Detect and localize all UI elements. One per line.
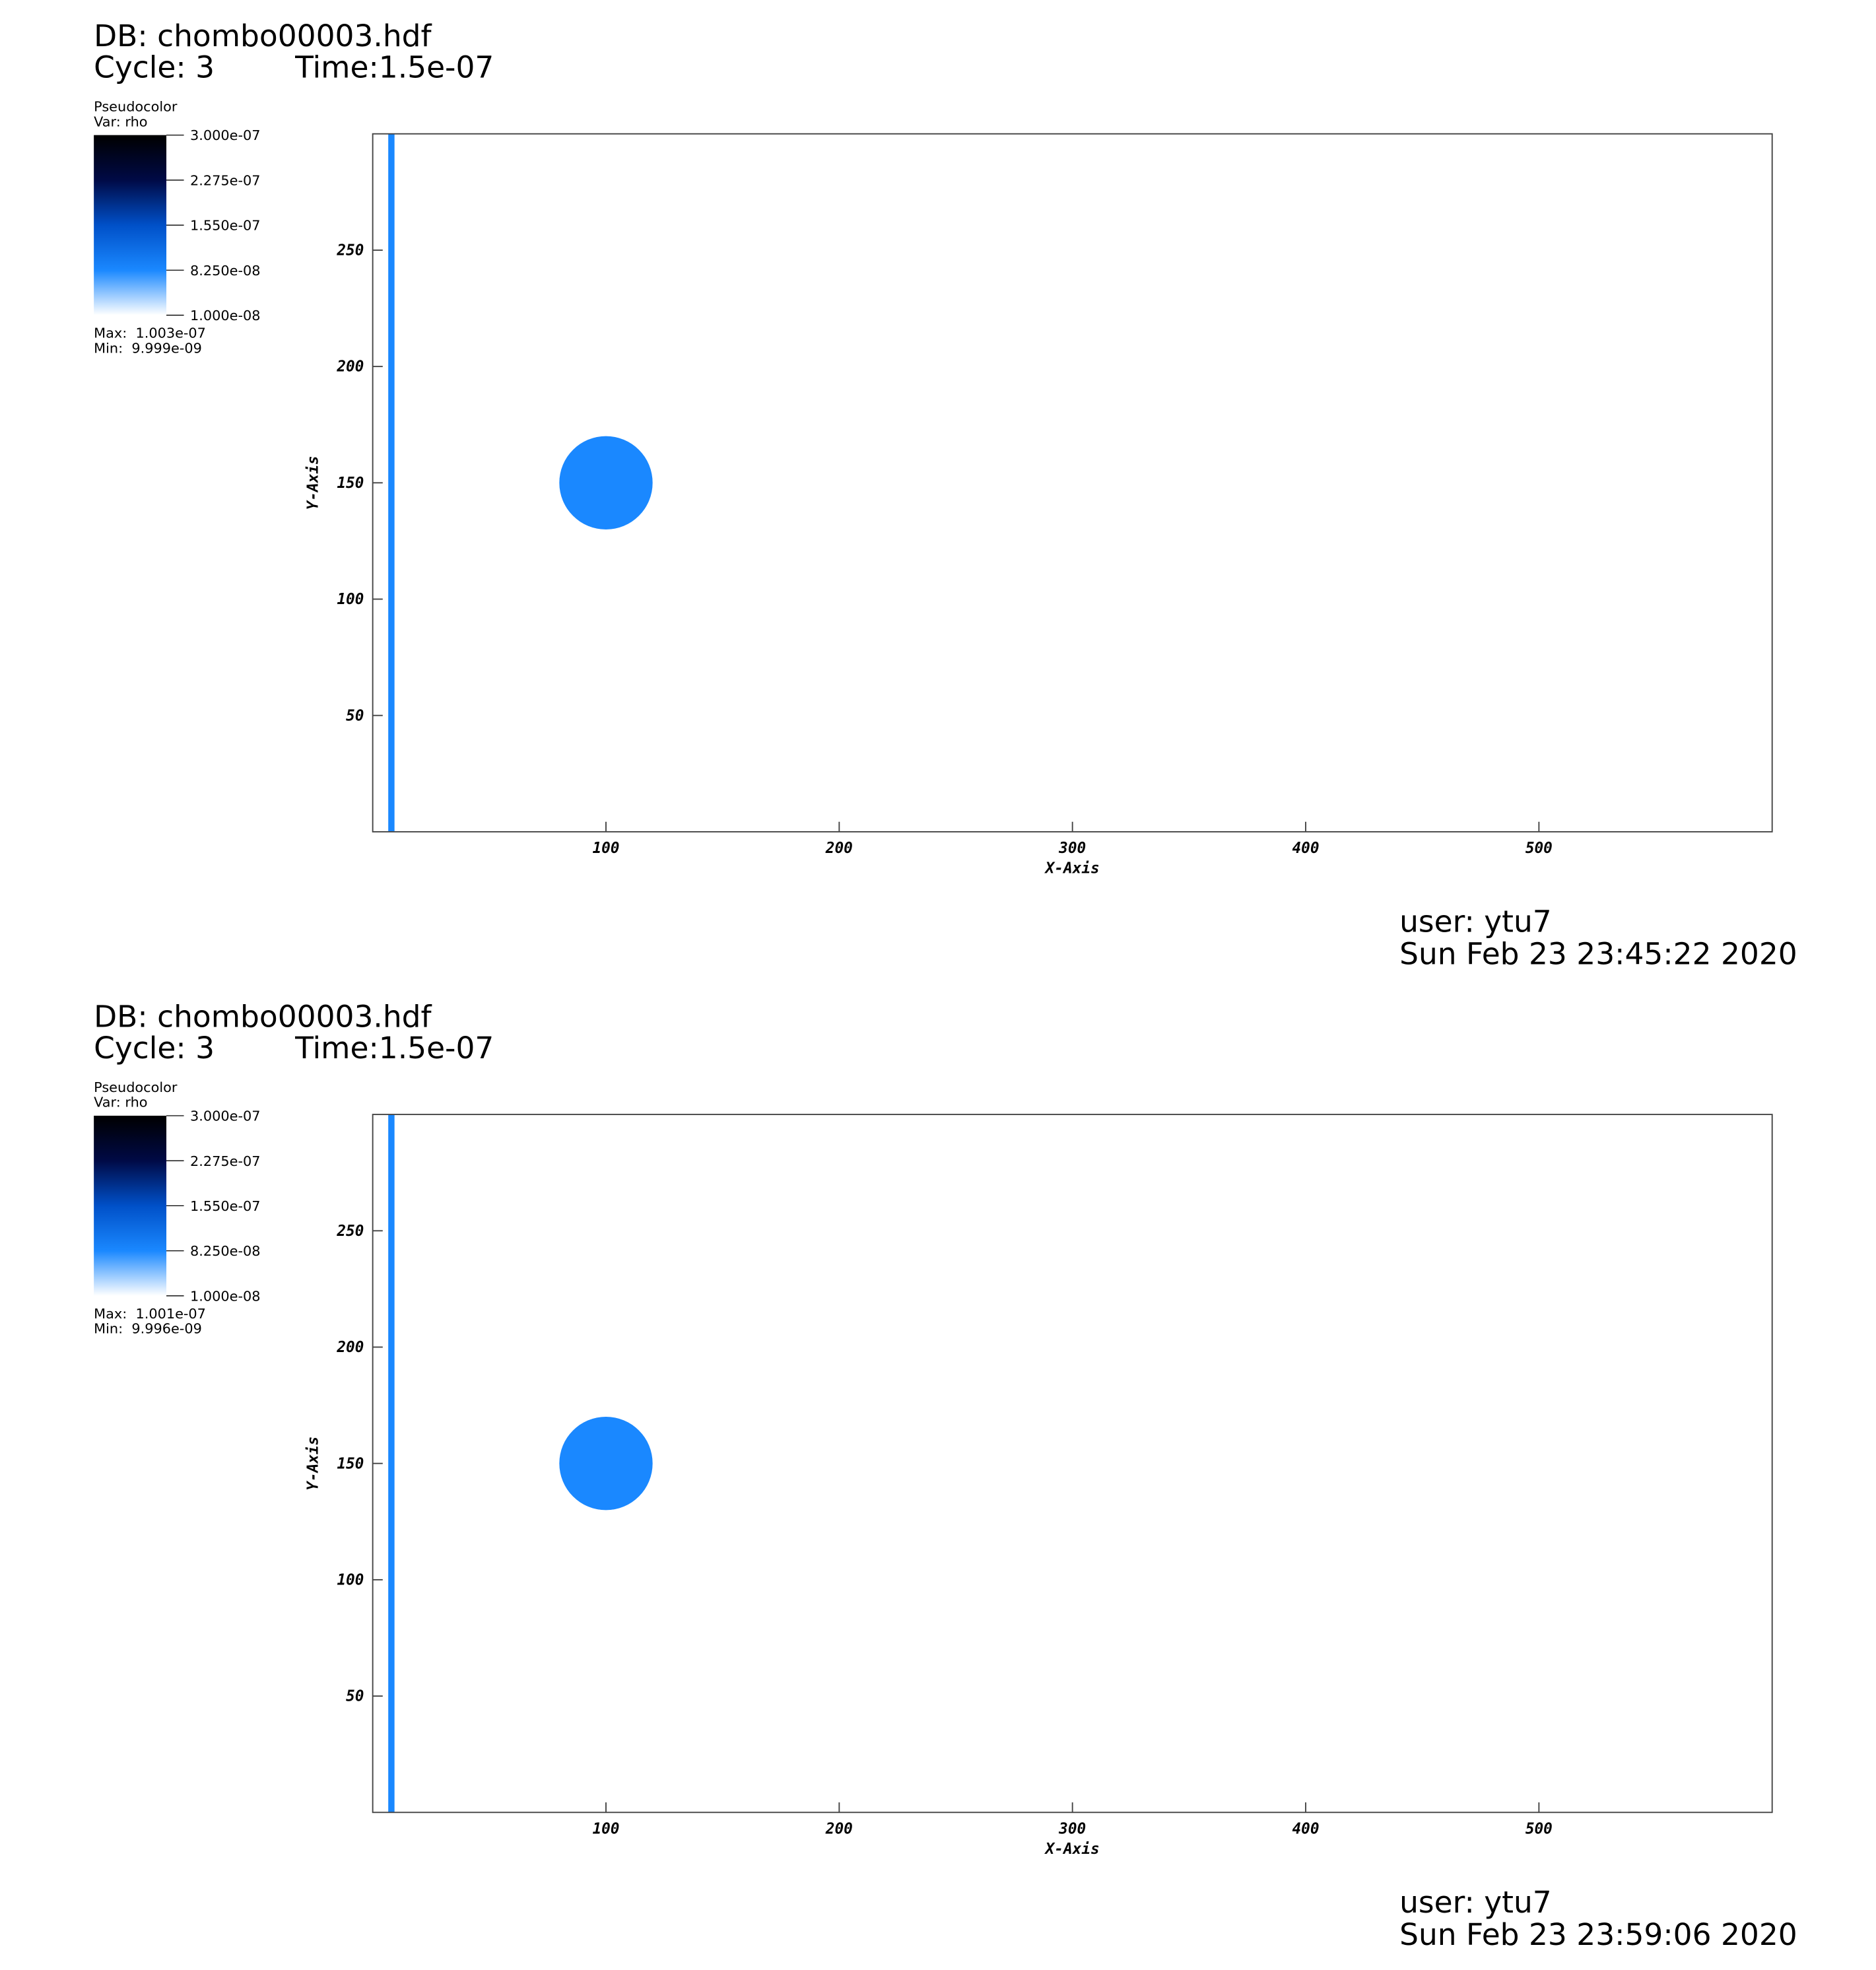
x-tick-label: 200 [825, 840, 853, 857]
x-tick-label: 300 [1058, 1820, 1086, 1837]
y-axis-title: Y-Axis [304, 456, 321, 510]
density-band [388, 1114, 395, 1813]
database-title: DB: chombo00003.hdf [94, 18, 432, 53]
y-tick-label: 150 [337, 1455, 364, 1472]
y-tick-label: 250 [336, 1223, 364, 1240]
x-tick-label: 500 [1525, 1820, 1553, 1837]
y-tick-label: 250 [336, 242, 364, 259]
date-label: Sun Feb 23 23:45:22 2020 [1399, 937, 1797, 972]
user-label: user: ytu7 [1399, 904, 1552, 939]
density-band [388, 133, 395, 832]
date-label: Sun Feb 23 23:59:06 2020 [1399, 1917, 1797, 1952]
y-axis-title: Y-Axis [304, 1437, 321, 1491]
cycle-label: Cycle: 3 [94, 50, 215, 85]
x-tick-label: 100 [592, 1820, 619, 1837]
colorbar-tick-label: 3.000e-07 [190, 1108, 260, 1124]
y-tick-label: 100 [337, 591, 364, 608]
x-tick-label: 200 [825, 1820, 853, 1837]
y-tick-label: 150 [337, 475, 364, 492]
database-title: DB: chombo00003.hdf [94, 999, 432, 1034]
colorbar-tick-label: 8.250e-08 [190, 263, 260, 279]
y-tick-label: 50 [346, 707, 364, 724]
colorbar-tick-label: 2.275e-07 [190, 1153, 260, 1169]
max-label: Max: 1.001e-07 [94, 1306, 206, 1322]
time-label: Time:1.5e-07 [294, 1031, 494, 1066]
x-tick-label: 500 [1525, 840, 1553, 857]
legend-title: Pseudocolor [94, 1079, 178, 1095]
colorbar-tick-label: 1.000e-08 [190, 308, 260, 323]
x-tick-label: 400 [1292, 840, 1319, 857]
max-label: Max: 1.003e-07 [94, 325, 206, 341]
colorbar-tick-label: 1.000e-08 [190, 1288, 260, 1304]
y-tick-label: 200 [336, 1339, 364, 1356]
density-blob [559, 436, 653, 529]
x-tick-label: 400 [1292, 1820, 1319, 1837]
min-label: Min: 9.999e-09 [94, 340, 202, 356]
legend-variable: Var: rho [94, 114, 147, 129]
legend-variable: Var: rho [94, 1095, 147, 1110]
user-label: user: ytu7 [1399, 1885, 1552, 1920]
y-tick-label: 200 [336, 358, 364, 376]
colorbar [94, 135, 167, 316]
colorbar [94, 1115, 167, 1296]
colorbar-tick-label: 2.275e-07 [190, 172, 260, 188]
cycle-label: Cycle: 3 [94, 1031, 215, 1066]
density-blob [559, 1417, 653, 1511]
colorbar-tick-label: 1.550e-07 [190, 1198, 260, 1214]
y-tick-label: 50 [346, 1688, 364, 1705]
colorbar-tick-label: 8.250e-08 [190, 1243, 260, 1259]
colorbar-tick-label: 3.000e-07 [190, 127, 260, 143]
min-label: Min: 9.996e-09 [94, 1321, 202, 1337]
x-tick-label: 100 [592, 840, 619, 857]
y-tick-label: 100 [337, 1571, 364, 1588]
legend-title: Pseudocolor [94, 99, 178, 115]
time-label: Time:1.5e-07 [294, 50, 494, 85]
x-axis-title: X-Axis [1044, 860, 1100, 877]
colorbar-tick-label: 1.550e-07 [190, 218, 260, 234]
x-tick-label: 300 [1058, 840, 1086, 857]
x-axis-title: X-Axis [1044, 1841, 1100, 1858]
